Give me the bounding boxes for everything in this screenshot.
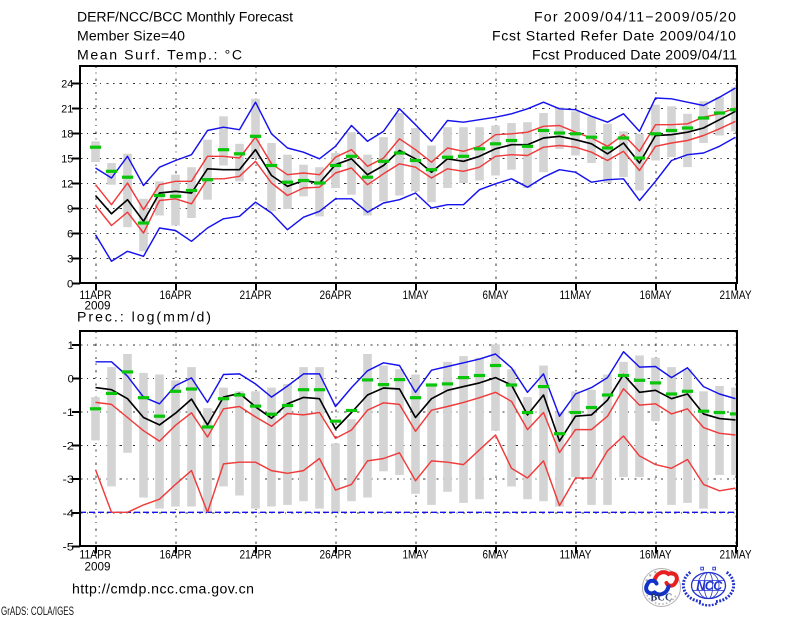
svg-text:16MAY: 16MAY bbox=[640, 548, 672, 562]
svg-text:0: 0 bbox=[67, 279, 73, 291]
svg-text:Mean Surf. Temp.: °C: Mean Surf. Temp.: °C bbox=[77, 47, 242, 63]
svg-text:18: 18 bbox=[61, 129, 73, 141]
svg-text:BCC: BCC bbox=[650, 593, 672, 604]
svg-text:21APR: 21APR bbox=[240, 548, 272, 562]
svg-text:2009: 2009 bbox=[85, 559, 111, 573]
svg-text:21MAY: 21MAY bbox=[720, 288, 752, 302]
svg-text:21APR: 21APR bbox=[240, 288, 272, 302]
svg-text:11APR: 11APR bbox=[80, 288, 112, 302]
svg-text:11MAY: 11MAY bbox=[560, 548, 592, 562]
svg-text:16APR: 16APR bbox=[160, 288, 192, 302]
svg-text:-4: -4 bbox=[63, 508, 75, 520]
svg-text:1MAY: 1MAY bbox=[403, 288, 429, 302]
svg-text:GrADS: COLA/IGES: GrADS: COLA/IGES bbox=[1, 604, 74, 618]
svg-text:http://cmdp.ncc.cma.gov.cn: http://cmdp.ncc.cma.gov.cn bbox=[72, 581, 254, 597]
svg-text:Fcst Started Refer Date 2009/0: Fcst Started Refer Date 2009/04/10 bbox=[492, 28, 736, 44]
svg-text:-2: -2 bbox=[63, 441, 75, 453]
svg-text:6MAY: 6MAY bbox=[483, 548, 509, 562]
svg-text:15: 15 bbox=[61, 154, 73, 166]
svg-text:24: 24 bbox=[61, 79, 73, 91]
svg-text:21: 21 bbox=[61, 104, 73, 116]
svg-text:26APR: 26APR bbox=[320, 288, 352, 302]
svg-text:Fcst Produced Date 2009/04/11: Fcst Produced Date 2009/04/11 bbox=[532, 47, 737, 63]
svg-text:-5: -5 bbox=[63, 541, 75, 553]
svg-text:1: 1 bbox=[68, 340, 74, 352]
svg-text:Member Size=40: Member Size=40 bbox=[77, 28, 185, 44]
svg-text:16MAY: 16MAY bbox=[640, 288, 672, 302]
svg-text:6MAY: 6MAY bbox=[483, 288, 509, 302]
svg-text:Prec.: log(mm/d): Prec.: log(mm/d) bbox=[77, 309, 211, 325]
svg-text:9: 9 bbox=[67, 204, 73, 216]
svg-text:3: 3 bbox=[67, 254, 73, 266]
svg-text:-1: -1 bbox=[63, 407, 75, 419]
svg-text:11APR: 11APR bbox=[80, 548, 112, 562]
svg-text:0: 0 bbox=[68, 373, 74, 385]
svg-text:6: 6 bbox=[67, 229, 73, 241]
svg-text:21MAY: 21MAY bbox=[720, 548, 752, 562]
svg-text:12: 12 bbox=[61, 179, 73, 191]
svg-text:26APR: 26APR bbox=[320, 548, 352, 562]
svg-text:DERF/NCC/BCC Monthly Forecast: DERF/NCC/BCC Monthly Forecast bbox=[77, 9, 293, 25]
svg-text:-3: -3 bbox=[63, 474, 75, 486]
svg-text:16APR: 16APR bbox=[160, 548, 192, 562]
svg-text:1MAY: 1MAY bbox=[403, 548, 429, 562]
svg-text:2009: 2009 bbox=[85, 299, 111, 313]
svg-text:11MAY: 11MAY bbox=[560, 288, 592, 302]
svg-text:NCC: NCC bbox=[696, 579, 723, 593]
